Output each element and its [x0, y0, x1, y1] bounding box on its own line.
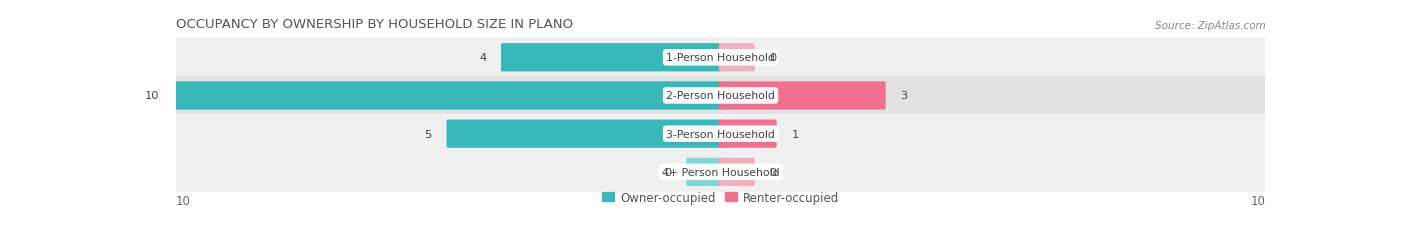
- Text: 0: 0: [769, 167, 778, 177]
- FancyBboxPatch shape: [686, 158, 723, 186]
- Legend: Owner-occupied, Renter-occupied: Owner-occupied, Renter-occupied: [598, 186, 844, 209]
- FancyBboxPatch shape: [174, 82, 723, 110]
- FancyBboxPatch shape: [718, 44, 755, 72]
- Text: 0: 0: [769, 53, 778, 63]
- FancyBboxPatch shape: [173, 38, 1268, 78]
- Text: Source: ZipAtlas.com: Source: ZipAtlas.com: [1154, 21, 1265, 30]
- Text: 0: 0: [664, 167, 672, 177]
- Text: 5: 5: [425, 129, 432, 139]
- FancyBboxPatch shape: [718, 82, 886, 110]
- FancyBboxPatch shape: [173, 152, 1268, 192]
- Text: 1: 1: [792, 129, 799, 139]
- FancyBboxPatch shape: [173, 114, 1268, 154]
- Text: OCCUPANCY BY OWNERSHIP BY HOUSEHOLD SIZE IN PLANO: OCCUPANCY BY OWNERSHIP BY HOUSEHOLD SIZE…: [176, 18, 572, 30]
- FancyBboxPatch shape: [173, 76, 1268, 116]
- FancyBboxPatch shape: [718, 120, 776, 148]
- Text: 3-Person Household: 3-Person Household: [666, 129, 775, 139]
- Text: 4: 4: [479, 53, 486, 63]
- FancyBboxPatch shape: [501, 44, 723, 72]
- Text: 10: 10: [176, 194, 191, 207]
- FancyBboxPatch shape: [718, 158, 755, 186]
- Text: 2-Person Household: 2-Person Household: [666, 91, 775, 101]
- Text: 10: 10: [1250, 194, 1265, 207]
- Text: 1-Person Household: 1-Person Household: [666, 53, 775, 63]
- Text: 3: 3: [900, 91, 908, 101]
- Text: 10: 10: [145, 91, 159, 101]
- FancyBboxPatch shape: [447, 120, 723, 148]
- Text: 4+ Person Household: 4+ Person Household: [662, 167, 779, 177]
